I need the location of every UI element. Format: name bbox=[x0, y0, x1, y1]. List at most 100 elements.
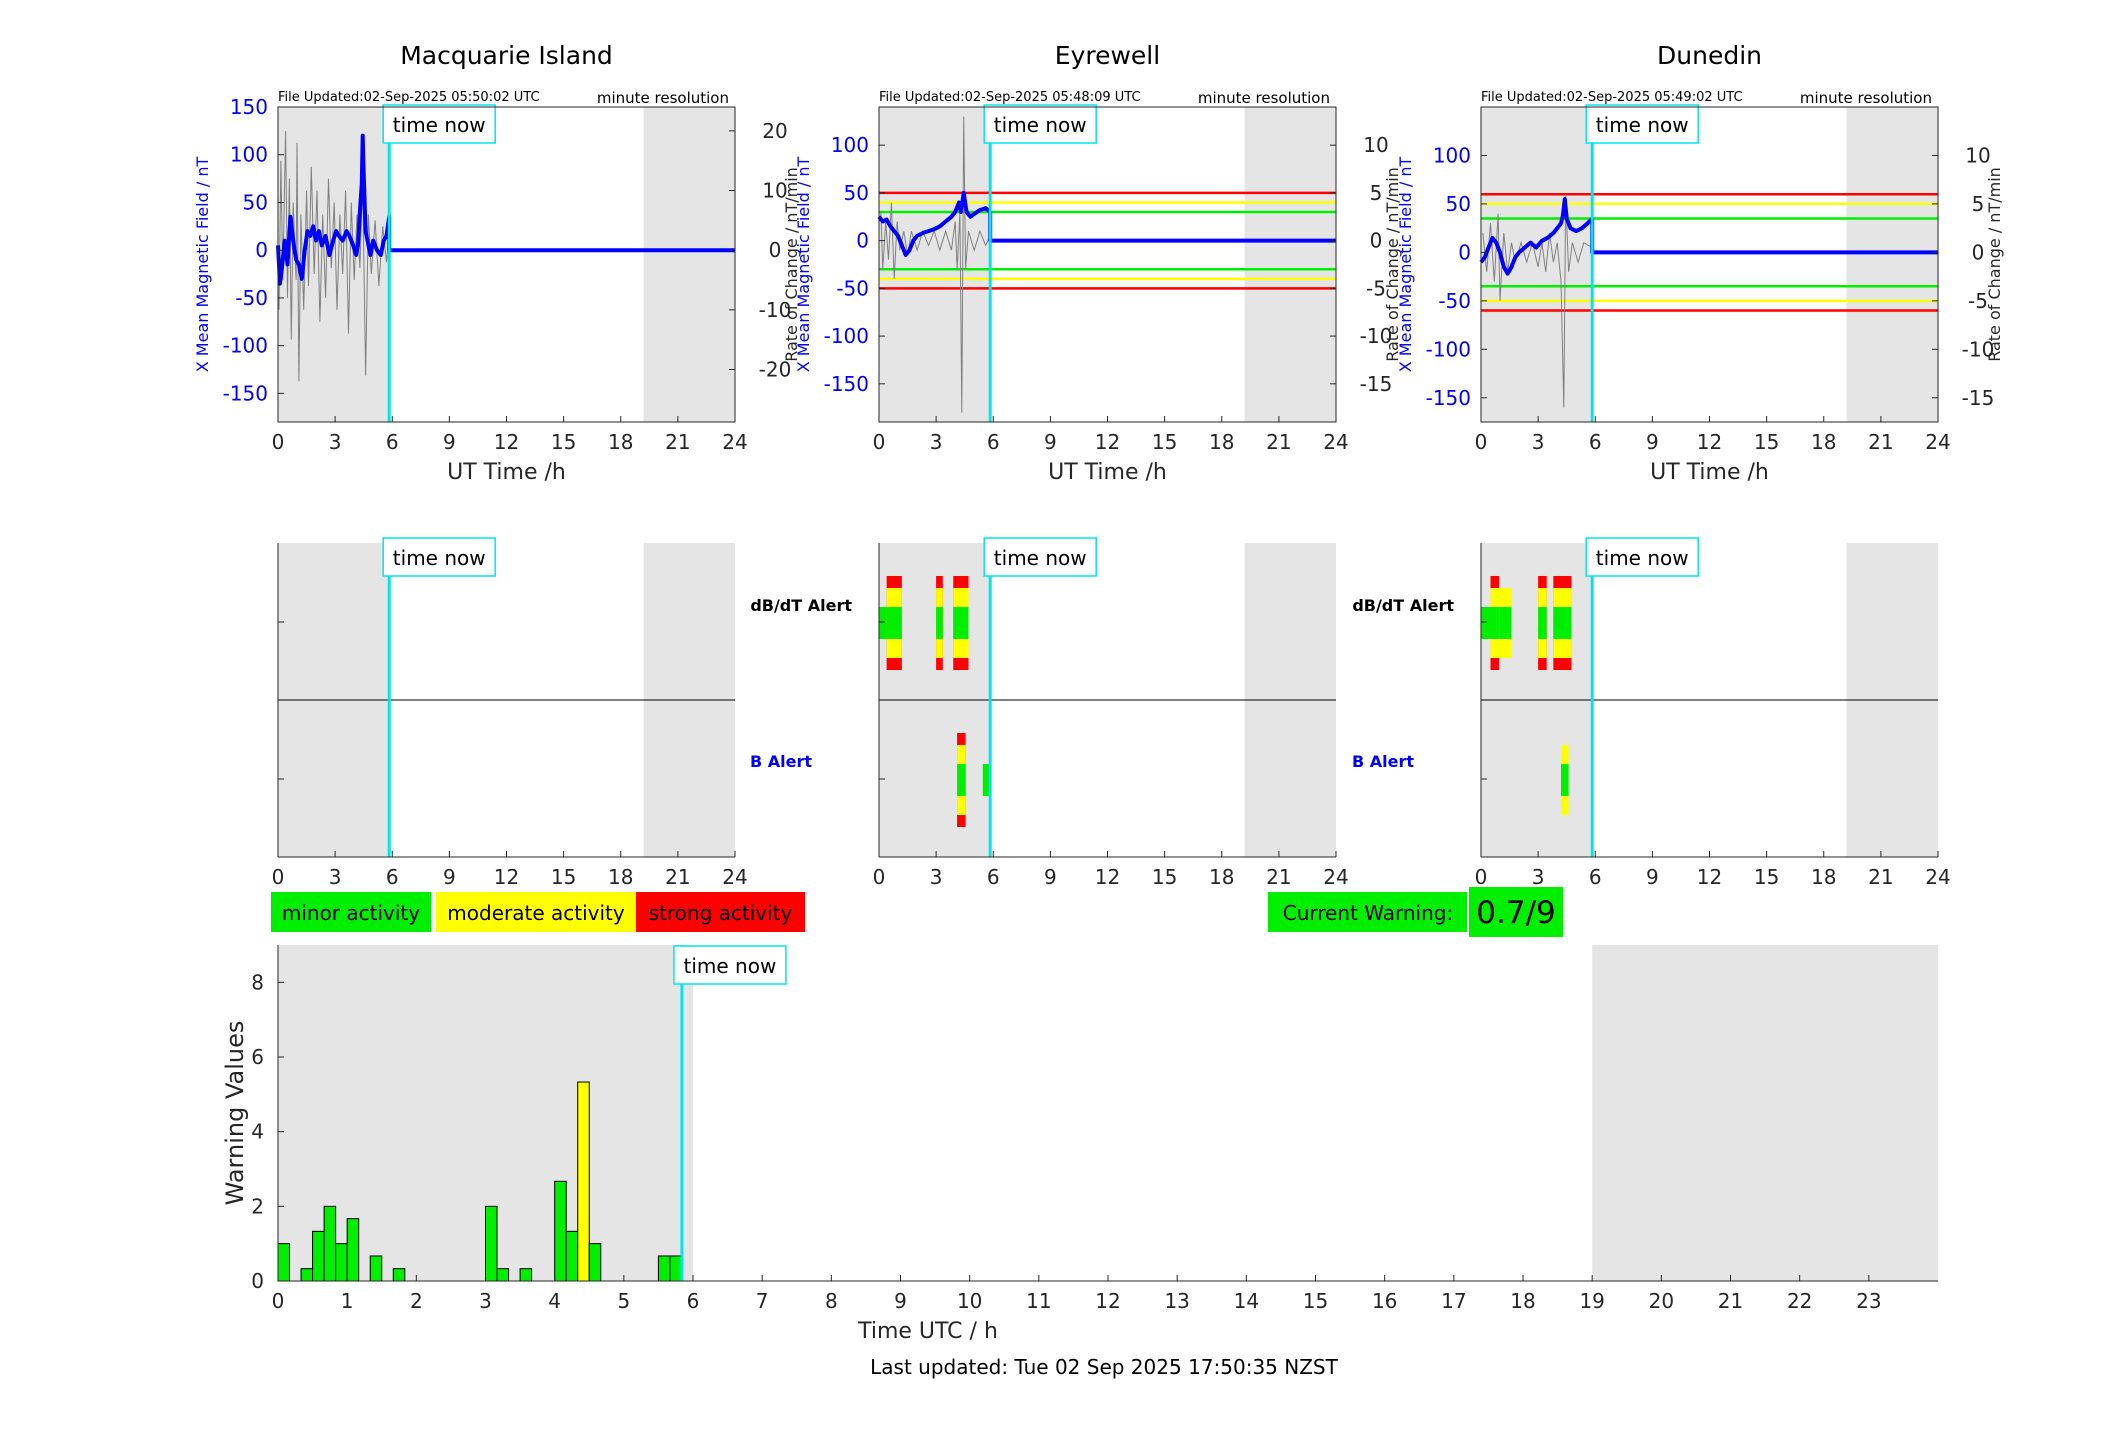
warning-x-tick-label: 23 bbox=[1856, 1289, 1881, 1313]
station-1-alert-x-tick-label: 18 bbox=[608, 865, 633, 889]
station-1-alert-x-tick-label: 9 bbox=[443, 865, 456, 889]
station-2-title: Eyrewell bbox=[1055, 41, 1160, 70]
station-3-y2-tick-label: 5 bbox=[1972, 192, 1985, 216]
station-3-y2-tick-label: 0 bbox=[1972, 240, 1985, 264]
warning-x-tick-label: 4 bbox=[548, 1289, 561, 1313]
station-1-y2-tick-label: 20 bbox=[762, 119, 787, 143]
station-1-y2-tick-label: 10 bbox=[762, 179, 787, 203]
station-1-alert-panel: time now 0 3 6 9 12 15 18 21 24 bbox=[272, 537, 748, 889]
warning-time-now-label: time now bbox=[684, 954, 777, 978]
activity-legend: minor activity moderate activity strong ac… bbox=[271, 892, 805, 932]
station-2-x-tick-label: 12 bbox=[1095, 430, 1120, 454]
station-2-y2-tick-label: 0 bbox=[1370, 229, 1383, 253]
station-3-alert-x-tick-label: 12 bbox=[1697, 865, 1722, 889]
station-3-rate-series bbox=[1482, 194, 1593, 408]
warning-bar bbox=[392, 1268, 406, 1282]
station-2-x-tick-label: 15 bbox=[1152, 430, 1177, 454]
legend-moderate-label: moderate activity bbox=[447, 901, 625, 925]
warning-x-tick-label: 12 bbox=[1095, 1289, 1120, 1313]
station-2-night-shade bbox=[1244, 107, 1336, 422]
warning-x-tick-label: 6 bbox=[687, 1289, 700, 1313]
station-3-alert-x-tick-label: 6 bbox=[1589, 865, 1602, 889]
current-warning-label: Current Warning: bbox=[1283, 901, 1453, 925]
station-2-x-tick-label: 9 bbox=[1044, 430, 1057, 454]
station-3-dbdt-alert-minor bbox=[1553, 607, 1572, 639]
station-2-x-tick-label: 18 bbox=[1209, 430, 1234, 454]
station-1-x-tick-label: 6 bbox=[386, 430, 399, 454]
station-3-dbdt-alert-minor bbox=[1481, 607, 1491, 639]
current-warning-value: 0.7/9 bbox=[1476, 895, 1555, 931]
station-2-dbdt-alert-minor bbox=[886, 607, 902, 639]
station-3-b-alert-label: B Alert bbox=[1352, 752, 1414, 771]
station-3-x-tick-label: 0 bbox=[1475, 430, 1488, 454]
station-2-y-tick-label: -150 bbox=[824, 372, 869, 396]
station-3-x-tick-label: 15 bbox=[1754, 430, 1779, 454]
station-2-alert-time-now-box bbox=[983, 537, 1097, 577]
station-1-y-tick-label: -150 bbox=[223, 381, 268, 405]
station-2-chart: Eyrewell File Updated:02-Sep-2025 05:48:0… bbox=[794, 41, 1402, 485]
station-2-file-updated: File Updated:02-Sep-2025 05:48:09 UTC bbox=[879, 90, 1141, 105]
warning-x-tick-label: 7 bbox=[756, 1289, 769, 1313]
warning-x-tick-label: 0 bbox=[272, 1289, 285, 1313]
station-2-dbdt-alert-minor bbox=[879, 607, 887, 639]
station-2-time-now-label: time now bbox=[994, 113, 1087, 137]
station-1-file-updated: File Updated:02-Sep-2025 05:50:02 UTC bbox=[278, 90, 540, 105]
station-1-x-tick-label: 18 bbox=[608, 430, 633, 454]
station-1-y-tick-label: 150 bbox=[230, 95, 268, 119]
station-2-y2-tick-label: -10 bbox=[1360, 324, 1393, 348]
station-3-y2-tick-label: -5 bbox=[1968, 289, 1988, 313]
station-2-y-tick-label: -50 bbox=[836, 276, 869, 300]
station-3-alert-x-tick-label: 15 bbox=[1754, 865, 1779, 889]
station-3-night-shade bbox=[1846, 107, 1938, 422]
station-3-dbdt-alert-minor bbox=[1499, 607, 1512, 639]
station-1-time-now-label: time now bbox=[393, 113, 486, 137]
station-3-x-axis-label: UT Time /h bbox=[1650, 460, 1769, 485]
warning-y-tick-label: 4 bbox=[251, 1120, 264, 1144]
station-1-alert-x-tick-label: 6 bbox=[386, 865, 399, 889]
station-2-x-tick-label: 3 bbox=[930, 430, 943, 454]
warning-x-tick-label: 19 bbox=[1579, 1289, 1604, 1313]
legend-strong-swatch bbox=[636, 892, 805, 932]
station-2-field-series bbox=[877, 190, 1336, 257]
station-3-y-tick-label: -50 bbox=[1438, 289, 1471, 313]
station-1-alert-x-tick-label: 3 bbox=[329, 865, 342, 889]
station-2-x-axis-label: UT Time /h bbox=[1048, 460, 1167, 485]
station-2-x-tick-label: 6 bbox=[987, 430, 1000, 454]
warning-bar bbox=[300, 1268, 314, 1282]
station-2-x-tick-label: 0 bbox=[873, 430, 886, 454]
station-3-time-now-label: time now bbox=[1596, 113, 1689, 137]
station-1-alert-x-tick-label: 15 bbox=[551, 865, 576, 889]
station-1-title: Macquarie Island bbox=[400, 41, 613, 70]
current-warning-label-box bbox=[1268, 892, 1468, 932]
station-1-x-tick-label: 15 bbox=[551, 430, 576, 454]
warning-bar bbox=[323, 1205, 337, 1282]
station-1-night-shade bbox=[643, 107, 735, 422]
station-1-x-tick-label: 9 bbox=[443, 430, 456, 454]
station-3-alert-time-now-label: time now bbox=[1596, 546, 1689, 570]
warning-x-tick-label: 3 bbox=[479, 1289, 492, 1313]
station-3-resolution-label: minute resolution bbox=[1800, 89, 1932, 107]
warning-x-tick-label: 1 bbox=[341, 1289, 354, 1313]
station-1-y-tick-label: 50 bbox=[243, 190, 268, 214]
warning-bar bbox=[577, 1081, 590, 1282]
warning-x-tick-label: 14 bbox=[1234, 1289, 1259, 1313]
station-2-alert-x-tick-label: 3 bbox=[930, 865, 943, 889]
station-2-resolution-label: minute resolution bbox=[1198, 89, 1330, 107]
station-2-alert-x-tick-label: 24 bbox=[1323, 865, 1348, 889]
warning-time-now-box bbox=[673, 945, 787, 985]
warning-x-tick-label: 8 bbox=[825, 1289, 838, 1313]
legend-moderate-swatch bbox=[436, 892, 636, 932]
station-2-y2-tick-label: 5 bbox=[1370, 181, 1383, 205]
station-3-alert-x-tick-label: 3 bbox=[1532, 865, 1545, 889]
warning-x-tick-label: 22 bbox=[1787, 1289, 1812, 1313]
warning-x-tick-label: 21 bbox=[1718, 1289, 1743, 1313]
station-3-past-shade bbox=[1481, 107, 1593, 422]
warning-night-shade bbox=[1592, 945, 1938, 1281]
station-2-left-y-label: X Mean Magnetic Field / nT bbox=[794, 157, 813, 373]
station-1-y2-tick-label: -10 bbox=[759, 298, 792, 322]
station-2-past-shade bbox=[879, 107, 991, 422]
station-1-past-shade bbox=[278, 107, 390, 422]
station-2-y-tick-label: -100 bbox=[824, 324, 869, 348]
station-1-y-tick-label: -100 bbox=[223, 334, 268, 358]
